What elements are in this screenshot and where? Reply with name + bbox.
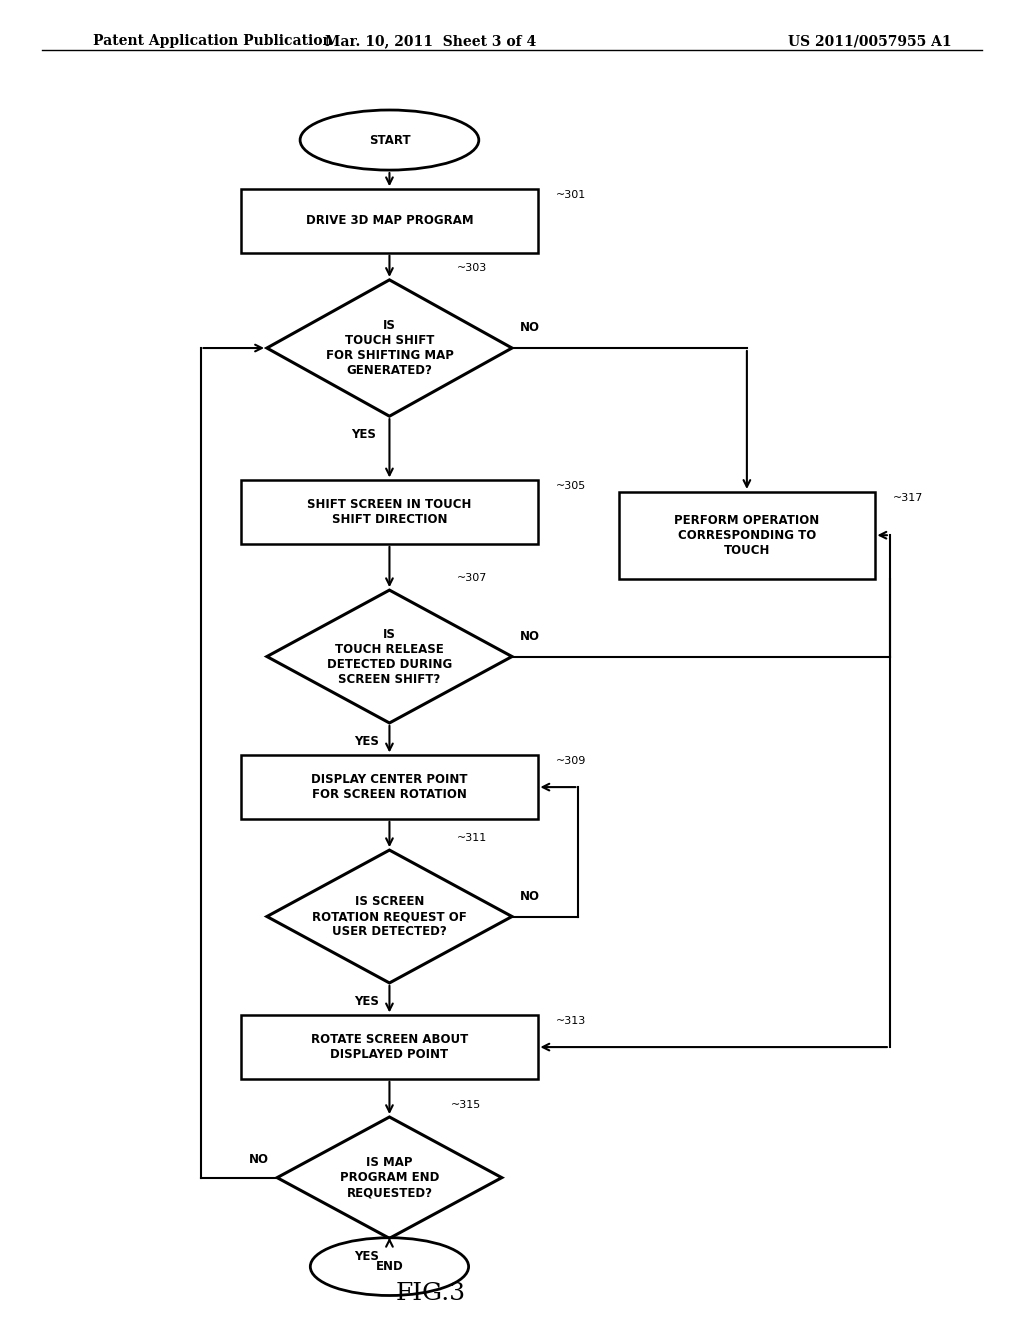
Text: NO: NO <box>520 321 541 334</box>
Polygon shape <box>267 280 512 416</box>
Text: YES: YES <box>351 428 377 441</box>
Text: ~315: ~315 <box>452 1100 481 1110</box>
Text: DRIVE 3D MAP PROGRAM: DRIVE 3D MAP PROGRAM <box>305 214 473 227</box>
Ellipse shape <box>310 1238 469 1295</box>
Text: NO: NO <box>520 630 541 643</box>
Bar <box>242 1015 538 1078</box>
Text: NO: NO <box>249 1154 269 1166</box>
Text: IS
TOUCH RELEASE
DETECTED DURING
SCREEN SHIFT?: IS TOUCH RELEASE DETECTED DURING SCREEN … <box>327 627 452 685</box>
Text: ~317: ~317 <box>893 492 924 503</box>
Text: Patent Application Publication: Patent Application Publication <box>93 34 333 49</box>
Bar <box>242 755 538 818</box>
Text: FIG.3: FIG.3 <box>395 1282 465 1304</box>
Text: ~303: ~303 <box>457 263 487 273</box>
Text: ~309: ~309 <box>556 756 587 766</box>
Text: END: END <box>376 1261 403 1272</box>
Text: YES: YES <box>354 734 380 747</box>
Text: Mar. 10, 2011  Sheet 3 of 4: Mar. 10, 2011 Sheet 3 of 4 <box>325 34 536 49</box>
Text: IS MAP
PROGRAM END
REQUESTED?: IS MAP PROGRAM END REQUESTED? <box>340 1156 439 1199</box>
Bar <box>242 480 538 544</box>
Bar <box>242 189 538 252</box>
Text: PERFORM OPERATION
CORRESPONDING TO
TOUCH: PERFORM OPERATION CORRESPONDING TO TOUCH <box>674 513 819 557</box>
Polygon shape <box>267 850 512 983</box>
Text: ~305: ~305 <box>556 480 586 491</box>
Text: NO: NO <box>520 890 541 903</box>
Polygon shape <box>278 1117 502 1238</box>
Text: SHIFT SCREEN IN TOUCH
SHIFT DIRECTION: SHIFT SCREEN IN TOUCH SHIFT DIRECTION <box>307 498 472 527</box>
Bar <box>620 492 874 578</box>
Text: DISPLAY CENTER POINT
FOR SCREEN ROTATION: DISPLAY CENTER POINT FOR SCREEN ROTATION <box>311 774 468 801</box>
Text: IS
TOUCH SHIFT
FOR SHIFTING MAP
GENERATED?: IS TOUCH SHIFT FOR SHIFTING MAP GENERATE… <box>326 319 454 378</box>
Text: IS SCREEN
ROTATION REQUEST OF
USER DETECTED?: IS SCREEN ROTATION REQUEST OF USER DETEC… <box>312 895 467 939</box>
Ellipse shape <box>300 110 479 170</box>
Text: START: START <box>369 133 411 147</box>
Text: YES: YES <box>354 994 380 1007</box>
Text: ~311: ~311 <box>457 833 487 843</box>
Text: ~307: ~307 <box>457 573 487 583</box>
Text: YES: YES <box>354 1250 380 1263</box>
Text: US 2011/0057955 A1: US 2011/0057955 A1 <box>787 34 951 49</box>
Text: ROTATE SCREEN ABOUT
DISPLAYED POINT: ROTATE SCREEN ABOUT DISPLAYED POINT <box>311 1034 468 1061</box>
Polygon shape <box>267 590 512 723</box>
Text: ~313: ~313 <box>556 1016 586 1026</box>
Text: ~301: ~301 <box>556 190 586 199</box>
